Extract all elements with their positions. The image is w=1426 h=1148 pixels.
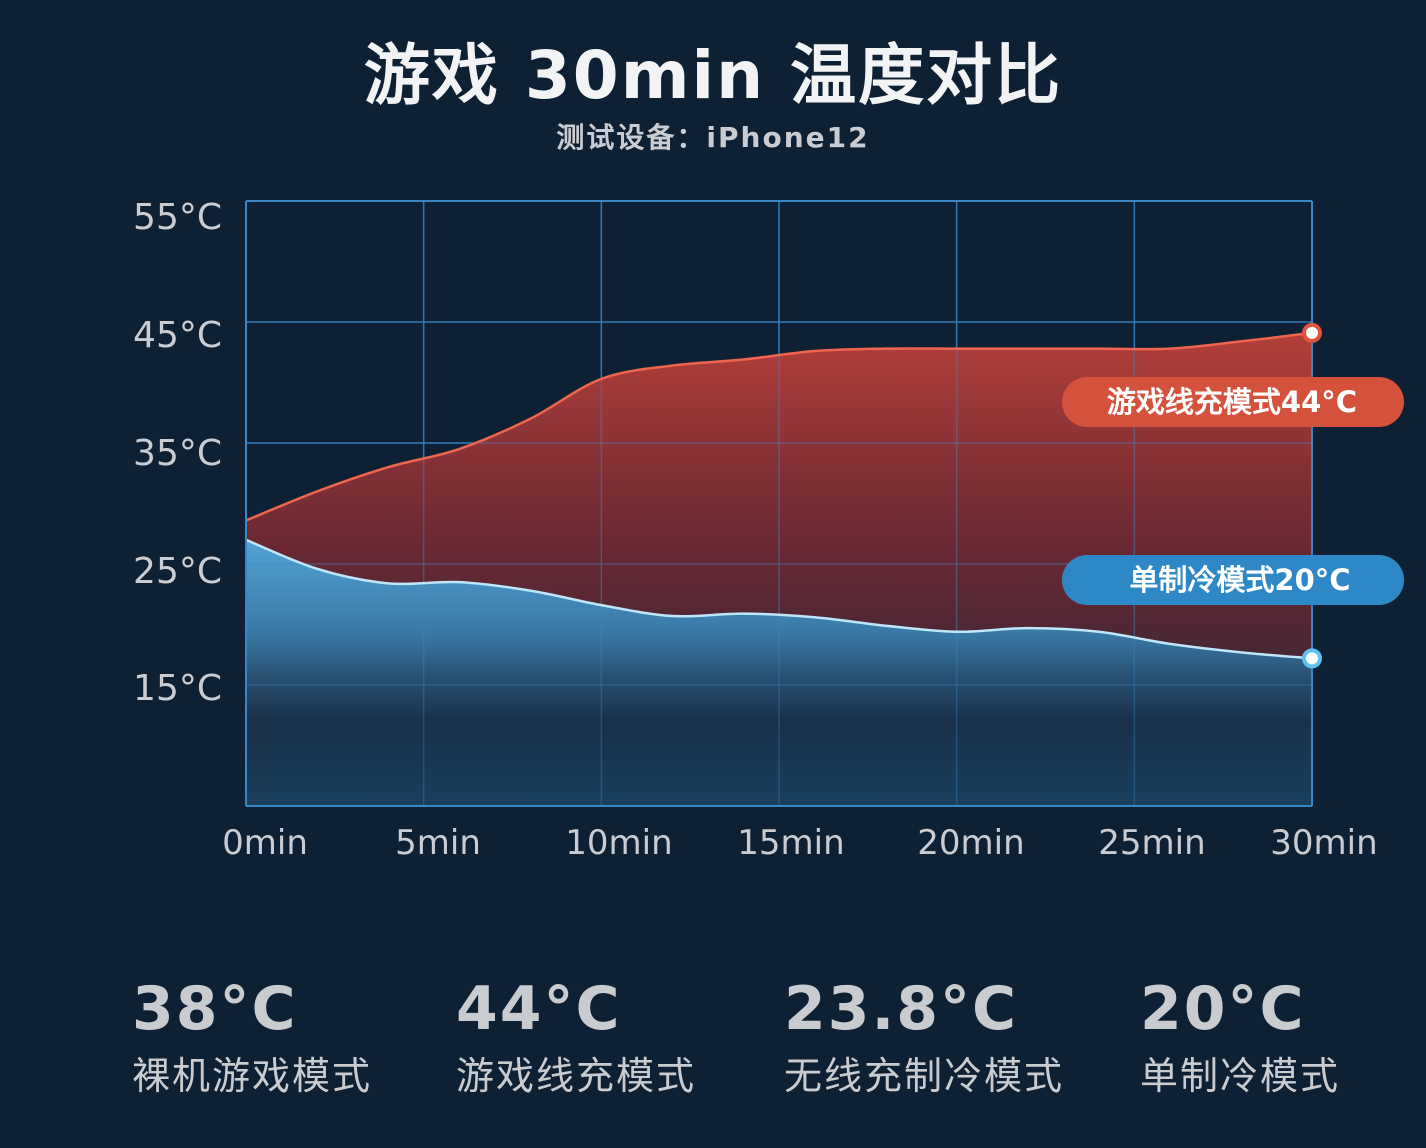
series-area-glow xyxy=(246,539,1312,806)
series-callout-pill xyxy=(1062,555,1404,605)
y-tick-label: 55°C xyxy=(133,197,222,238)
stat-bare-gaming: 38°C 裸机游戏模式 xyxy=(132,970,372,1104)
series-callout-label: 单制冷模式20°C xyxy=(1129,563,1350,597)
page-title: 游戏 30min 温度对比 xyxy=(363,37,1063,114)
stat-value: 38°C xyxy=(132,974,298,1044)
y-tick-label: 25°C xyxy=(133,551,222,592)
series-callout-pill xyxy=(1062,377,1404,427)
series-end-point-wired-charging xyxy=(1302,322,1322,343)
y-tick-label: 15°C xyxy=(133,668,222,709)
series-line-cooling-only xyxy=(245,538,1313,660)
end-markers xyxy=(1302,322,1322,669)
chart-areas xyxy=(245,200,1313,806)
series-end-point-cooling-only xyxy=(1302,648,1322,669)
x-tick-label: 30min xyxy=(1270,823,1377,863)
page-subtitle: 测试设备：iPhone12 xyxy=(556,121,870,154)
x-tick-label: 10min xyxy=(565,823,672,863)
x-tick-label: 20min xyxy=(917,823,1024,863)
x-tick-label: 0min xyxy=(222,823,308,863)
stat-wired-charging: 44°C 游戏线充模式 xyxy=(456,970,696,1104)
series-callouts: 游戏线充模式44°C 单制冷模式20°C xyxy=(1062,377,1404,605)
y-tick-label: 45°C xyxy=(133,315,222,356)
y-axis-labels: 55°C 45°C 35°C 25°C 15°C xyxy=(133,197,222,709)
series-line-wired-charging xyxy=(245,331,1313,522)
stat-label: 无线充制冷模式 xyxy=(784,1054,1065,1098)
stat-wireless-cooling: 23.8°C 无线充制冷模式 xyxy=(784,970,1064,1104)
stat-value: 20°C xyxy=(1140,974,1306,1044)
stat-label: 游戏线充模式 xyxy=(456,1054,697,1098)
chart-frame xyxy=(245,200,1313,807)
stat-cooling-only: 20°C 单制冷模式 xyxy=(1140,970,1340,1104)
x-tick-label: 25min xyxy=(1098,823,1205,863)
stat-value: 23.8°C xyxy=(784,974,1019,1044)
x-tick-label: 5min xyxy=(395,823,481,863)
stat-label: 单制冷模式 xyxy=(1140,1054,1341,1098)
y-tick-label: 35°C xyxy=(133,433,222,474)
stat-label: 裸机游戏模式 xyxy=(132,1054,373,1098)
x-tick-label: 15min xyxy=(737,823,844,863)
series-callout-label: 游戏线充模式44°C xyxy=(1107,385,1357,419)
temperature-chart: 0min 5min 10min 15min 20min 25min 30min 55°C 45… xyxy=(133,197,1404,863)
x-axis-labels: 0min 5min 10min 15min 20min 25min 30min xyxy=(222,823,1378,863)
stat-value: 44°C xyxy=(456,974,622,1044)
